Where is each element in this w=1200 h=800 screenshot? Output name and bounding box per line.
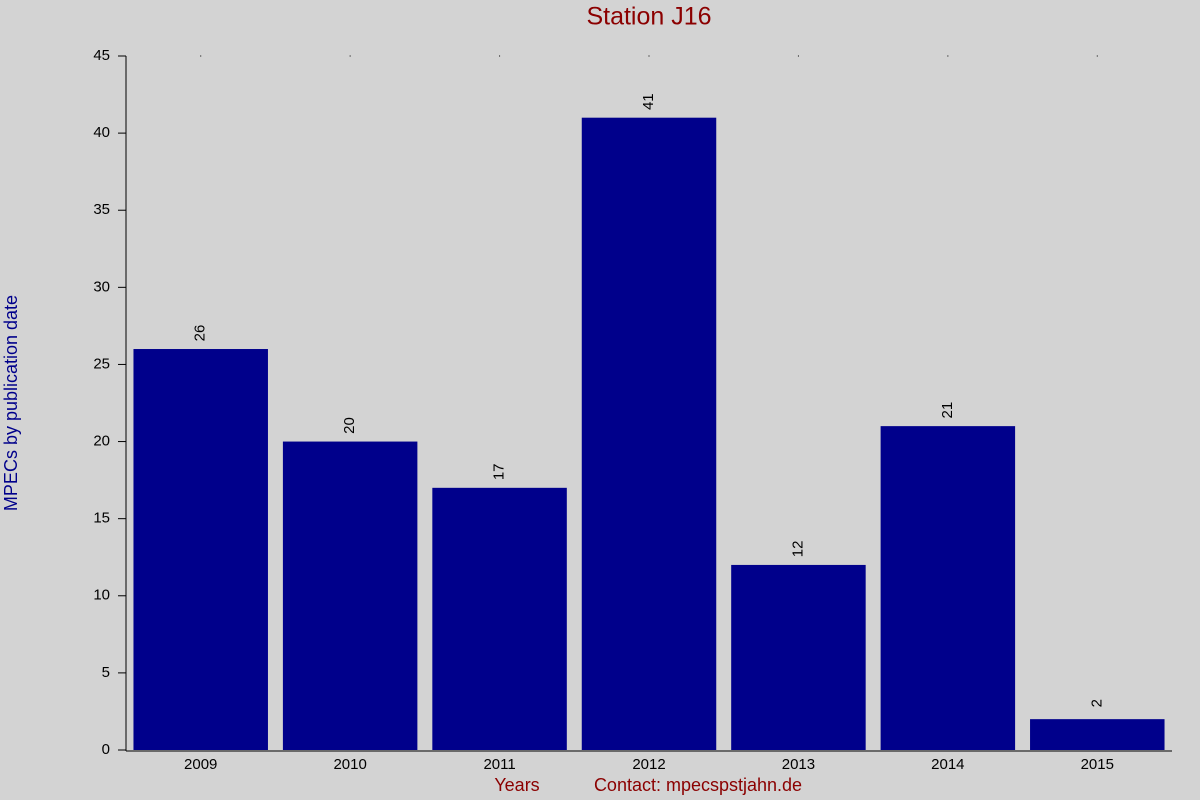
x-tick-label: 2014 xyxy=(931,756,964,773)
bar xyxy=(432,487,567,750)
contact-note: Contact: mpecspstjahn.de xyxy=(594,775,802,795)
value-label: 12 xyxy=(789,541,806,558)
y-tick-label: 45 xyxy=(93,47,110,64)
y-axis-label: MPECs by publication date xyxy=(1,295,21,511)
bar xyxy=(880,426,1016,750)
value-label: 20 xyxy=(341,417,358,434)
x-tick-label: 2015 xyxy=(1081,756,1114,773)
y-tick-label: 20 xyxy=(93,433,110,450)
x-axis-label: Years xyxy=(494,775,539,795)
chart-title: Station J16 xyxy=(586,3,711,31)
value-label: 41 xyxy=(640,93,657,110)
top-tick xyxy=(349,55,351,57)
y-tick-label: 15 xyxy=(93,510,110,527)
top-tick xyxy=(499,55,501,57)
y-tick-label: 40 xyxy=(93,124,110,141)
top-tick xyxy=(648,55,650,57)
y-tick-label: 30 xyxy=(93,278,110,295)
top-tick xyxy=(200,55,202,57)
top-tick xyxy=(947,55,949,57)
y-tick-label: 25 xyxy=(93,355,110,372)
x-tick-label: 2010 xyxy=(333,756,366,773)
top-tick xyxy=(1096,55,1098,57)
bar xyxy=(1030,719,1165,750)
y-tick-label: 35 xyxy=(93,201,110,218)
value-label: 26 xyxy=(192,325,209,342)
y-tick-label: 10 xyxy=(93,587,110,604)
value-label: 2 xyxy=(1088,699,1105,707)
top-tick xyxy=(797,55,799,57)
y-tick-label: 0 xyxy=(102,741,110,758)
x-tick-label: 2011 xyxy=(483,756,515,773)
x-tick-label: 2012 xyxy=(632,756,665,773)
bar xyxy=(282,441,418,750)
x-tick-label: 2009 xyxy=(184,756,217,773)
bar xyxy=(581,117,717,750)
value-label: 17 xyxy=(491,463,508,480)
bar xyxy=(133,349,268,750)
x-tick-label: 2013 xyxy=(782,756,815,773)
y-tick-label: 5 xyxy=(102,664,110,681)
bar xyxy=(731,564,866,750)
value-label: 21 xyxy=(939,402,956,419)
